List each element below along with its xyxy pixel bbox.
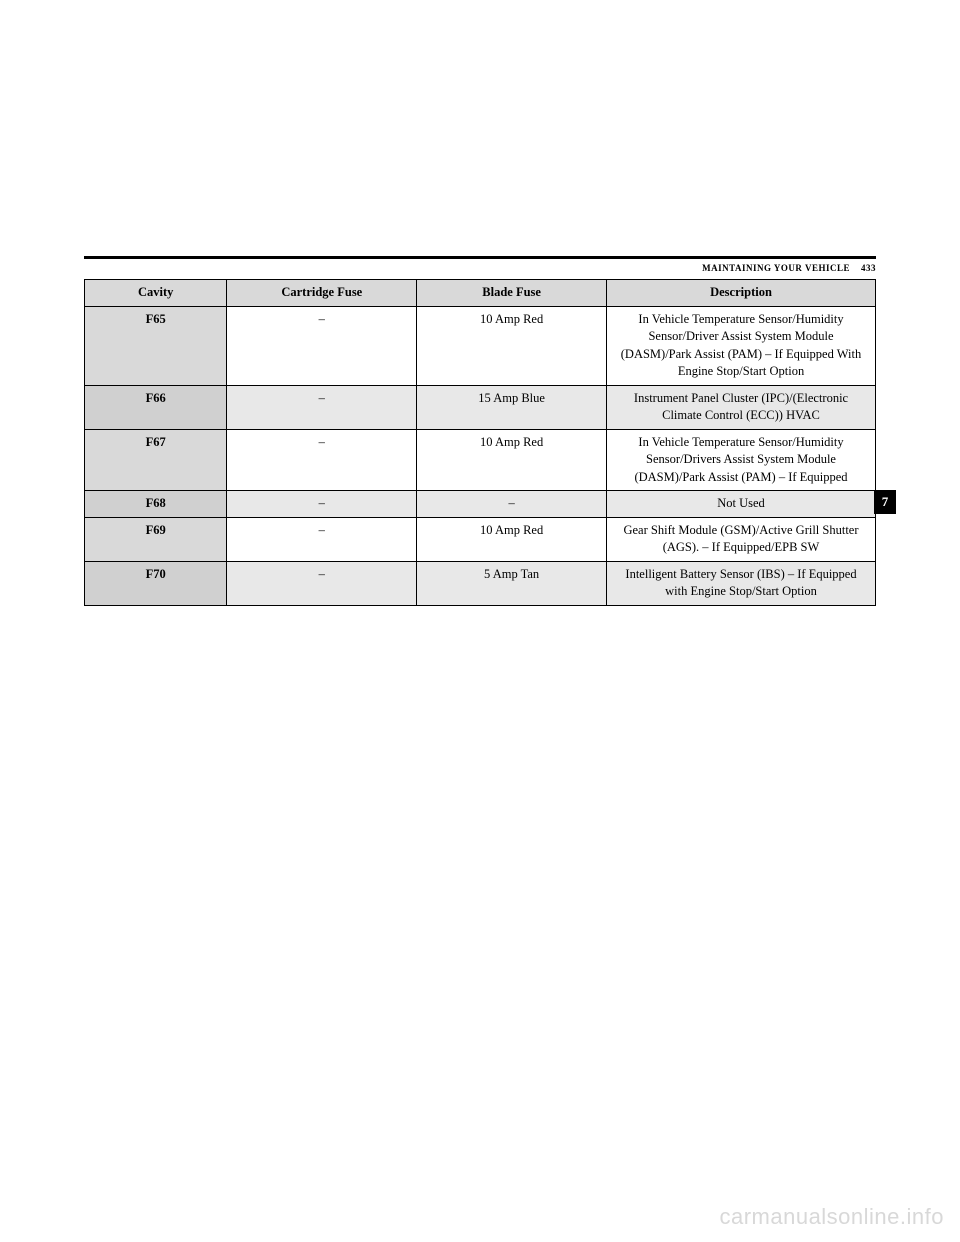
table-header-row: Cavity Cartridge Fuse Blade Fuse Descrip…: [85, 280, 876, 307]
cell-blade: –: [417, 491, 607, 518]
header-rule-cut: [636, 256, 876, 259]
cell-cavity: F70: [85, 561, 227, 605]
cell-blade: 15 Amp Blue: [417, 385, 607, 429]
section-label: MAINTAINING YOUR VEHICLE: [702, 263, 850, 273]
col-cavity: Cavity: [85, 280, 227, 307]
table-row: F69–10 Amp RedGear Shift Module (GSM)/Ac…: [85, 517, 876, 561]
cell-description: Not Used: [607, 491, 876, 518]
cell-cartridge: –: [227, 306, 417, 385]
running-header: MAINTAINING YOUR VEHICLE 433: [84, 263, 876, 273]
cell-cavity: F69: [85, 517, 227, 561]
content-area: MAINTAINING YOUR VEHICLE 433 Cavity Cart…: [84, 256, 876, 606]
cell-description: Intelligent Battery Sensor (IBS) – If Eq…: [607, 561, 876, 605]
cell-blade: 10 Amp Red: [417, 306, 607, 385]
cell-blade: 5 Amp Tan: [417, 561, 607, 605]
cell-cavity: F65: [85, 306, 227, 385]
cell-description: Gear Shift Module (GSM)/Active Grill Shu…: [607, 517, 876, 561]
manual-page: MAINTAINING YOUR VEHICLE 433 Cavity Cart…: [0, 0, 960, 1242]
header-rule: [84, 256, 876, 259]
cell-cartridge: –: [227, 429, 417, 491]
cell-cavity: F66: [85, 385, 227, 429]
cell-description: In Vehicle Temperature Sensor/Humidity S…: [607, 306, 876, 385]
table-row: F66–15 Amp BlueInstrument Panel Cluster …: [85, 385, 876, 429]
cell-cartridge: –: [227, 561, 417, 605]
cell-description: In Vehicle Temperature Sensor/Humidity S…: [607, 429, 876, 491]
cell-description: Instrument Panel Cluster (IPC)/(Electron…: [607, 385, 876, 429]
cell-cavity: F68: [85, 491, 227, 518]
watermark-text: carmanualsonline.info: [719, 1204, 944, 1230]
table-row: F70–5 Amp TanIntelligent Battery Sensor …: [85, 561, 876, 605]
cell-blade: 10 Amp Red: [417, 517, 607, 561]
fuse-table-body: F65–10 Amp RedIn Vehicle Temperature Sen…: [85, 306, 876, 605]
table-row: F68––Not Used: [85, 491, 876, 518]
cell-cartridge: –: [227, 385, 417, 429]
fuse-table: Cavity Cartridge Fuse Blade Fuse Descrip…: [84, 279, 876, 606]
cell-cartridge: –: [227, 491, 417, 518]
table-row: F65–10 Amp RedIn Vehicle Temperature Sen…: [85, 306, 876, 385]
cell-cartridge: –: [227, 517, 417, 561]
section-tab: 7: [874, 490, 896, 514]
col-cartridge: Cartridge Fuse: [227, 280, 417, 307]
page-number: 433: [861, 263, 876, 273]
col-description: Description: [607, 280, 876, 307]
cell-blade: 10 Amp Red: [417, 429, 607, 491]
table-row: F67–10 Amp RedIn Vehicle Temperature Sen…: [85, 429, 876, 491]
cell-cavity: F67: [85, 429, 227, 491]
col-blade: Blade Fuse: [417, 280, 607, 307]
